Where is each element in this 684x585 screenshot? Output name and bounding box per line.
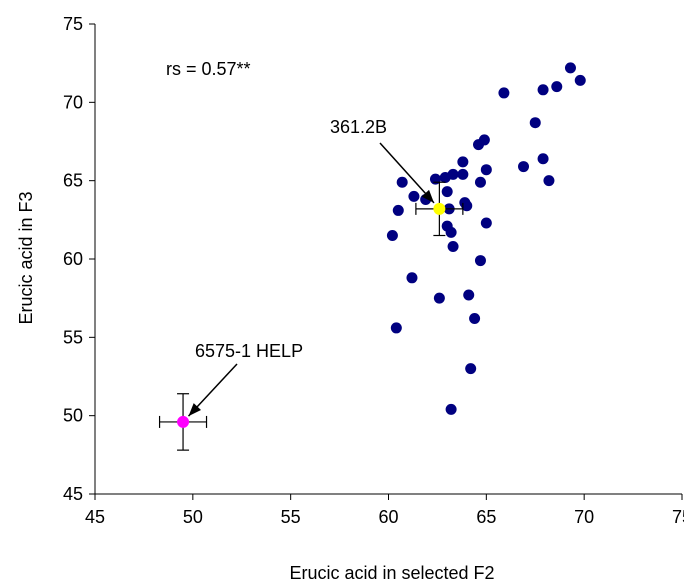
arrowhead	[188, 403, 202, 417]
y-tick-label: 55	[63, 327, 83, 347]
data-point	[447, 240, 459, 252]
highlight-point	[433, 202, 446, 215]
label-6575-1-help: 6575-1 HELP	[195, 341, 303, 361]
data-point	[518, 161, 530, 173]
data-point	[551, 81, 563, 93]
data-point	[564, 62, 576, 74]
highlight-point	[177, 415, 190, 428]
data-point	[537, 84, 549, 96]
data-point	[478, 134, 490, 146]
x-tick-label: 60	[378, 507, 398, 527]
data-point	[543, 175, 555, 187]
data-point	[537, 153, 549, 165]
x-tick-label: 55	[281, 507, 301, 527]
data-point	[480, 217, 492, 229]
data-point	[529, 117, 541, 129]
data-point	[574, 74, 586, 86]
data-point	[480, 164, 492, 176]
correlation-annotation: rs = 0.57**	[166, 59, 251, 79]
data-point	[447, 168, 459, 180]
y-axis-title: Erucic acid in F3	[16, 191, 36, 324]
arrowhead	[421, 189, 435, 203]
data-point	[445, 403, 457, 415]
ticks: 45 50 55 60 65 70 75 45 50 55 60 65 70 75	[63, 14, 684, 527]
data-point	[457, 168, 469, 180]
x-tick-label: 70	[574, 507, 594, 527]
y-tick-label: 50	[63, 406, 83, 426]
data-point	[390, 322, 402, 334]
x-axis-title: Erucic acid in selected F2	[289, 563, 494, 583]
annotation-arrow	[379, 142, 435, 204]
data-point	[386, 230, 398, 241]
x-tick-label: 75	[672, 507, 684, 527]
data-point	[474, 255, 486, 267]
data-point	[392, 204, 404, 216]
data-point	[498, 87, 510, 99]
data-point	[465, 363, 477, 375]
data-point	[461, 200, 473, 212]
highlighted-points	[158, 142, 464, 451]
x-tick-label: 50	[183, 507, 203, 527]
annotations: rs = 0.57** 361.2B 6575-1 HELP	[166, 59, 387, 361]
data-points	[386, 62, 586, 415]
highlight-point-group	[158, 363, 238, 451]
data-point	[441, 186, 453, 198]
label-361-2b: 361.2B	[330, 117, 387, 137]
y-tick-label: 70	[63, 92, 83, 112]
y-tick-label: 45	[63, 484, 83, 504]
data-point	[408, 190, 420, 202]
highlight-point-group	[379, 142, 464, 237]
x-tick-label: 45	[85, 507, 105, 527]
data-point	[406, 272, 418, 284]
data-point	[469, 313, 481, 325]
data-point	[463, 289, 475, 301]
y-tick-label: 75	[63, 14, 83, 34]
data-point	[457, 156, 469, 168]
data-point	[445, 226, 457, 238]
data-point	[396, 176, 408, 188]
y-tick-label: 65	[63, 171, 83, 191]
data-point	[474, 176, 486, 188]
x-tick-label: 65	[476, 507, 496, 527]
data-point	[433, 292, 445, 304]
y-tick-label: 60	[63, 249, 83, 269]
